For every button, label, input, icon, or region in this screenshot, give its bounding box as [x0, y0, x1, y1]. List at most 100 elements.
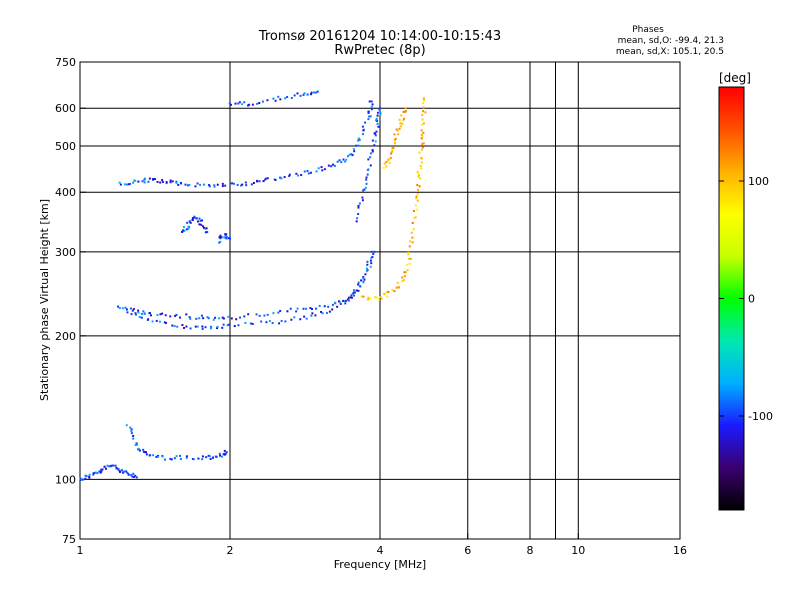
data-point: [119, 183, 122, 186]
data-point: [417, 173, 420, 176]
data-point: [422, 99, 425, 102]
data-point: [134, 312, 137, 315]
data-point: [391, 288, 394, 291]
data-point: [140, 312, 143, 315]
data-point: [367, 168, 370, 171]
data-point: [411, 241, 414, 244]
data-point: [303, 315, 306, 318]
data-point: [320, 310, 323, 313]
data-point: [88, 475, 91, 478]
data-point: [408, 245, 411, 248]
data-point: [370, 108, 373, 111]
data-point: [136, 443, 139, 446]
data-point: [393, 290, 396, 293]
data-point: [284, 97, 287, 100]
data-point: [388, 161, 391, 164]
data-point: [279, 309, 282, 312]
data-point: [412, 228, 415, 231]
data-point: [327, 164, 330, 167]
data-point: [422, 122, 425, 125]
data-point: [155, 455, 158, 458]
data-point: [293, 316, 296, 319]
data-point: [100, 470, 103, 473]
data-point: [227, 323, 230, 326]
data-point: [418, 151, 421, 154]
chart-title: Tromsø 20161204 10:14:00-10:15:43: [258, 29, 501, 44]
data-point: [401, 122, 404, 125]
data-point: [422, 131, 425, 134]
data-point: [258, 180, 261, 183]
data-point: [200, 223, 203, 226]
data-point: [362, 295, 365, 298]
data-point: [414, 216, 417, 219]
data-point: [210, 325, 213, 328]
data-point: [393, 139, 396, 142]
data-point: [181, 324, 184, 327]
data-point: [400, 114, 403, 117]
data-point: [297, 174, 300, 177]
data-point: [344, 160, 347, 163]
data-point: [127, 183, 130, 186]
data-point: [125, 424, 128, 427]
data-point: [226, 324, 229, 327]
data-point: [233, 325, 236, 328]
data-point: [209, 457, 212, 460]
data-point: [357, 289, 360, 292]
data-point: [271, 322, 274, 325]
data-point: [416, 192, 419, 195]
data-point: [171, 324, 174, 327]
data-point: [393, 133, 396, 136]
data-point: [224, 453, 227, 456]
data-point: [327, 305, 330, 308]
data-point: [420, 129, 423, 132]
data-point: [261, 100, 264, 103]
stats-title: Phases: [632, 25, 664, 35]
colorbar-tick-label: -100: [748, 410, 773, 423]
data-point: [255, 313, 258, 316]
data-point: [357, 144, 360, 147]
data-point: [159, 181, 162, 184]
data-point: [148, 177, 151, 180]
data-point: [421, 148, 424, 151]
data-point: [418, 185, 421, 188]
data-point: [370, 250, 373, 253]
data-point: [338, 300, 341, 303]
data-point: [244, 321, 247, 324]
data-point: [185, 455, 188, 458]
data-point: [201, 327, 204, 330]
data-point: [193, 215, 196, 218]
data-point: [228, 102, 231, 105]
data-point: [371, 149, 374, 152]
data-point: [125, 470, 128, 473]
data-point: [101, 468, 104, 471]
data-point: [336, 305, 339, 308]
data-point: [403, 271, 406, 274]
data-point: [216, 325, 219, 328]
data-point: [290, 97, 293, 100]
data-point: [170, 458, 173, 461]
data-point: [134, 474, 137, 477]
data-point: [361, 133, 364, 136]
data-point: [252, 181, 255, 184]
data-point: [404, 107, 407, 110]
data-point: [295, 172, 298, 175]
data-point: [377, 125, 380, 128]
x-tick-label: 10: [571, 544, 585, 557]
data-point: [347, 296, 350, 299]
data-point: [138, 449, 141, 452]
data-point: [188, 184, 191, 187]
data-point: [191, 216, 194, 219]
data-point: [404, 110, 407, 113]
data-point: [198, 217, 201, 220]
data-point: [207, 317, 210, 320]
data-point: [214, 316, 217, 319]
data-point: [147, 318, 150, 321]
data-point: [188, 225, 191, 228]
data-point: [349, 296, 352, 299]
data-point: [184, 183, 187, 186]
data-point: [202, 317, 205, 320]
colorbar-tick-label: 100: [748, 175, 769, 188]
data-point: [310, 93, 313, 96]
data-point: [342, 299, 345, 302]
data-point: [126, 471, 129, 474]
